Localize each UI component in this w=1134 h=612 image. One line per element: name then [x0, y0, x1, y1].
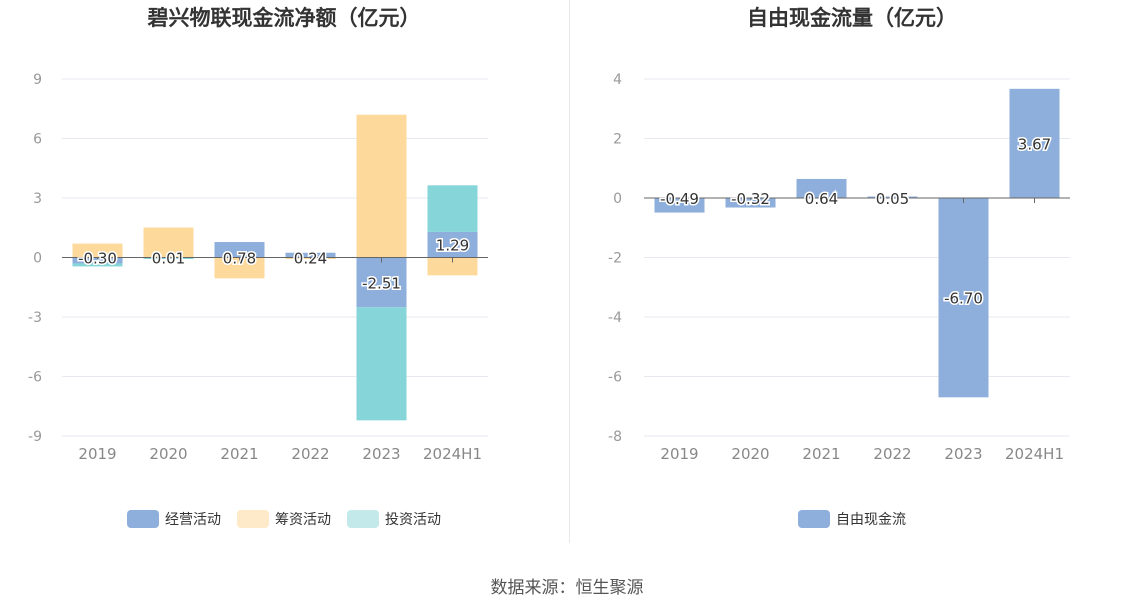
y-tick-label: -6	[28, 370, 42, 386]
data-label: -0.30	[78, 250, 117, 268]
x-tick-label: 2022	[873, 445, 911, 463]
x-tick-label: 2023	[362, 445, 400, 463]
bar-primary	[654, 198, 705, 213]
bar-series-1	[427, 257, 478, 276]
data-label: -2.51	[362, 274, 401, 292]
y-tick-label: 0	[33, 251, 42, 267]
data-label: -0.32	[731, 190, 770, 208]
y-tick-label: -3	[28, 310, 42, 326]
legend-item-free-cash-flow[interactable]: 自由现金流	[798, 509, 906, 529]
data-label: 0.78	[223, 250, 256, 268]
x-tick-label: 2024H1	[1005, 445, 1064, 463]
bar-primary	[285, 252, 336, 258]
panel-divider	[569, 0, 570, 543]
legend-item-operating[interactable]: 经营活动	[127, 509, 221, 529]
bar-primary	[938, 198, 989, 398]
legend-item-financing[interactable]: 筹资活动	[237, 509, 331, 529]
bar-primary	[1009, 88, 1060, 198]
y-tick-label: -9	[28, 429, 42, 445]
legend-label: 投资活动	[385, 512, 441, 528]
bar-series-1	[143, 227, 194, 258]
y-tick-label: 6	[33, 132, 42, 148]
x-tick-label: 2019	[660, 445, 698, 463]
legend-swatch	[347, 510, 379, 528]
data-label: 1.29	[436, 237, 469, 255]
y-tick-label: 9	[33, 72, 42, 88]
data-label: -0.49	[660, 190, 699, 208]
bar-primary	[214, 242, 265, 258]
data-label: 0.64	[805, 190, 838, 208]
y-tick-label: 3	[33, 191, 42, 207]
data-label: 3.67	[1018, 135, 1051, 153]
x-tick-label: 2023	[944, 445, 982, 463]
x-tick-label: 2020	[731, 445, 769, 463]
chart-legend: 自由现金流	[570, 509, 1134, 529]
y-tick-label: -2	[608, 251, 622, 267]
bar-primary	[796, 178, 847, 198]
data-label: 0.05	[876, 190, 909, 208]
x-tick-label: 2020	[149, 445, 187, 463]
legend-label: 自由现金流	[836, 512, 906, 528]
chart-legend: 经营活动 筹资活动 投资活动	[0, 509, 568, 529]
legend-swatch	[798, 510, 830, 528]
legend-swatch	[237, 510, 269, 528]
legend-label: 筹资活动	[275, 512, 331, 528]
chart-title: 自由现金流量（亿元）	[747, 6, 957, 30]
x-tick-label: 2022	[291, 445, 329, 463]
bar-series-2	[427, 185, 478, 232]
cash-flow-net-plot: 9 6 3 0 -3 -6 -9 2019 2020 2021 2022 2023 2024H1 -0.3…	[28, 72, 488, 463]
bar-series-2	[72, 263, 123, 267]
y-tick-label: -6	[608, 370, 622, 386]
data-source: 数据来源：恒生聚源	[490, 578, 644, 598]
bar-series-2	[356, 307, 407, 421]
data-label: 0.01	[152, 250, 185, 268]
x-tick-label: 2021	[220, 445, 258, 463]
bar-primary	[427, 231, 478, 258]
bar-primary	[356, 257, 407, 308]
data-label: -6.70	[944, 290, 983, 308]
legend-item-investing[interactable]: 投资活动	[347, 509, 441, 529]
x-tick-label: 2024H1	[423, 445, 482, 463]
y-tick-label: 2	[613, 132, 622, 148]
y-tick-label: -8	[608, 429, 622, 445]
bar-series-1	[72, 243, 123, 258]
data-label: 0.24	[294, 250, 327, 268]
x-tick-label: 2019	[78, 445, 116, 463]
free-cash-flow-chart-panel: 自由现金流量（亿元） 4 2 0 -2 -4 -6 -8 2019 2020 2021 2022 20…	[570, 0, 1134, 545]
x-tick-label: 2021	[802, 445, 840, 463]
legend-label: 经营活动	[165, 512, 221, 528]
bar-series-1	[214, 257, 265, 279]
free-cash-flow-plot: 4 2 0 -2 -4 -6 -8 2019 2020 2021 2022 2023 2024H1 -0.…	[608, 72, 1070, 463]
bar-series-1	[356, 114, 407, 258]
y-tick-label: 0	[613, 191, 622, 207]
y-tick-label: -4	[608, 310, 622, 326]
legend-swatch	[127, 510, 159, 528]
y-tick-label: 4	[613, 72, 622, 88]
bar-primary	[867, 196, 918, 199]
cash-flow-net-chart-panel: 碧兴物联现金流净额（亿元） 9 6 3 0 -3 -6 -9 2019 2020 2021 2022…	[0, 0, 568, 545]
chart-title: 碧兴物联现金流净额（亿元）	[147, 6, 421, 30]
